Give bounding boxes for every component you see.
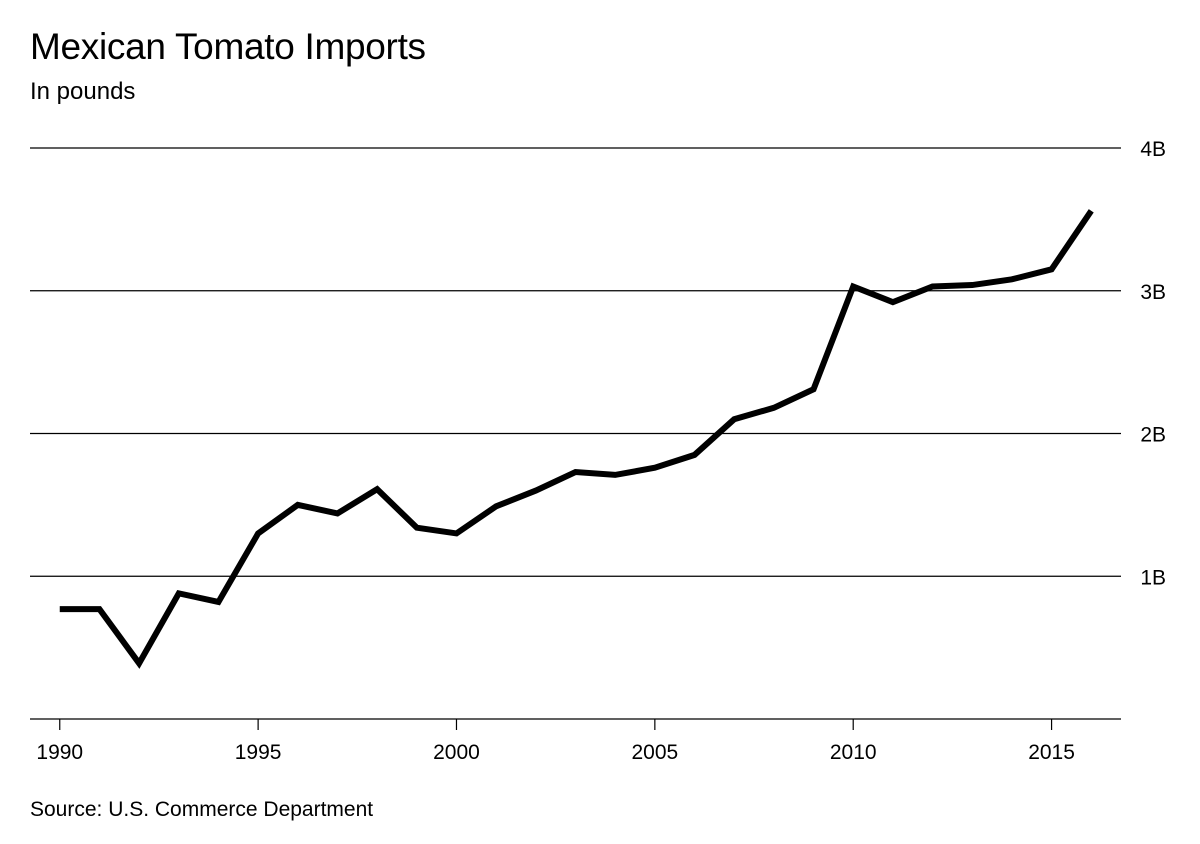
x-tick-label: 1995 [235, 741, 282, 764]
series-layer [59, 209, 1094, 669]
chart-title: Mexican Tomato Imports [30, 26, 426, 67]
y-tick-label: 2B [1140, 424, 1166, 447]
tick-labels: 1B 2B 3B 4B 1990 1995 2000 2005 2010 2015 [36, 138, 1166, 764]
x-tick-label: 2010 [830, 741, 877, 764]
x-tick-label: 2005 [631, 741, 678, 764]
x-tick-label: 2000 [433, 741, 480, 764]
y-tick-label: 1B [1140, 566, 1166, 589]
y-tick-label: 3B [1140, 281, 1166, 304]
x-tick-label: 2015 [1028, 741, 1075, 764]
chart-source: Source: U.S. Commerce Department [30, 798, 374, 821]
y-tick-label: 4B [1140, 138, 1166, 161]
chart-subtitle: In pounds [30, 78, 136, 105]
x-tick-label: 1990 [36, 741, 83, 764]
gridlines [30, 147, 1121, 577]
x-axis [30, 718, 1121, 730]
series-line [59, 209, 1094, 669]
